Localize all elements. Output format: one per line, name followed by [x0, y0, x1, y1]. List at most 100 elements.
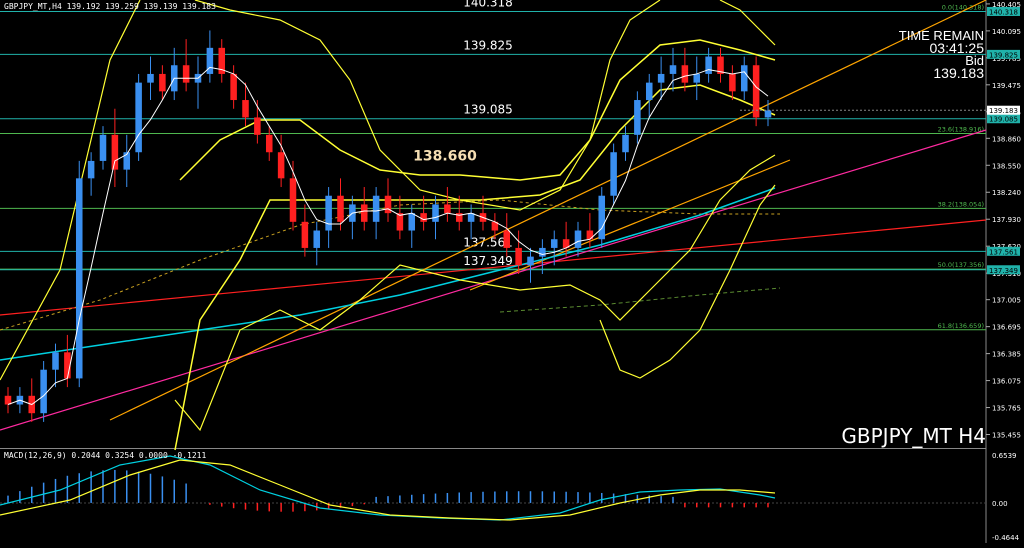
candle-body: [455, 213, 463, 222]
candle-body: [717, 56, 724, 74]
candle-body: [550, 239, 558, 248]
macd-axis-label: 0.00: [992, 500, 1008, 508]
long-ma-dashed: [499, 287, 781, 313]
bollinger-inner-upper: [179, 39, 776, 181]
price-tick-label: 140.095: [992, 28, 1021, 36]
price-level-label: 137.349: [463, 254, 513, 268]
candle-body: [634, 100, 641, 135]
candle-body: [408, 213, 416, 231]
price-tag: [987, 6, 1020, 16]
candle-body: [467, 213, 475, 222]
candle-body: [396, 213, 404, 231]
candle-body: [705, 56, 712, 74]
candle-body: [527, 256, 534, 266]
candle-body: [515, 247, 522, 266]
bollinger-outer-upper-right: [719, 0, 776, 46]
candle-body: [87, 160, 95, 179]
candle-body: [669, 65, 677, 74]
candle-body: [182, 65, 190, 83]
price-tick-label: 137.930: [992, 216, 1021, 224]
candle-body: [681, 65, 689, 83]
candle-body: [99, 134, 107, 161]
fib-level-label: 0.0(140.318): [942, 3, 984, 11]
trendline-orange-short: [469, 159, 791, 291]
candle-body: [254, 117, 261, 135]
candle-body: [420, 213, 427, 222]
candle-body: [740, 65, 748, 92]
candle-body: [40, 369, 47, 414]
bollinger-inner-lower: [174, 84, 776, 451]
price-tag-label: 139.085: [989, 116, 1018, 124]
candle-body: [123, 152, 131, 170]
candle-body: [752, 65, 760, 118]
price-tag: [987, 265, 1020, 275]
price-tag: [987, 246, 1020, 256]
price-tick-label: 140.405: [992, 1, 1021, 9]
macd-signal-line: [0, 459, 776, 521]
candle-body: [693, 73, 701, 83]
price-tag-label: 139.825: [989, 51, 1018, 59]
candle-body: [491, 221, 499, 231]
price-tick-label: 138.550: [992, 162, 1021, 170]
candle-body: [384, 195, 392, 214]
candle-body: [645, 82, 653, 101]
trendline-pink: [0, 129, 987, 431]
price-tick-label: 135.455: [992, 432, 1021, 440]
candle-body: [562, 239, 570, 248]
candle-body: [135, 82, 142, 153]
time-remain-value: 03:41:25: [929, 40, 985, 56]
candle-body: [206, 47, 214, 74]
candle-body: [337, 195, 344, 222]
candle-body: [147, 73, 154, 83]
candle-body: [111, 134, 119, 170]
candle-body: [729, 73, 736, 92]
candle-body: [539, 247, 546, 257]
price-level-label: 139.825: [463, 38, 513, 52]
macd-header: MACD(12,26,9) 0.2044 0.3254 0.0000 -0.12…: [4, 451, 207, 460]
ma-fast-line: [7, 66, 769, 406]
bollinger-outer-lower: [599, 184, 776, 379]
candle-body: [325, 195, 332, 231]
price-tag: [987, 114, 1020, 124]
candle-body: [372, 195, 380, 222]
candle-body: [277, 152, 285, 179]
fib-level-label: 50.0(137.356): [938, 261, 984, 269]
candle-body: [622, 134, 629, 153]
price-tick-label: 136.695: [992, 324, 1021, 332]
candle-body: [218, 47, 226, 74]
candle-body: [313, 230, 321, 248]
price-level-label: 140.318: [463, 0, 513, 9]
candle-body: [242, 100, 249, 118]
candle-body: [64, 352, 71, 379]
candle-body: [586, 230, 594, 240]
trendline-red: [0, 219, 987, 316]
price-tag-label: 140.318: [989, 8, 1018, 16]
candle-body: [75, 178, 83, 379]
candle-body: [574, 230, 582, 248]
candle-body: [52, 352, 59, 370]
price-tick-label: 137.005: [992, 297, 1021, 305]
price-level-label: 137.561: [463, 235, 513, 249]
chart-header: GBPJPY_MT,H4 139.192 139.259 139.139 139…: [4, 2, 216, 11]
candle-body: [764, 110, 772, 118]
price-tick-label: 139.475: [992, 82, 1021, 90]
candle-body: [159, 73, 166, 92]
ma-mid-line: [0, 187, 776, 361]
candle-body: [610, 152, 617, 196]
time-remain-label: TIME REMAIN: [898, 28, 984, 43]
bid-price-tag: [987, 105, 1020, 115]
price-tag: [987, 49, 1020, 59]
candle-body: [657, 73, 665, 83]
highlight-price-label: 138.660: [413, 149, 477, 165]
candle-body: [301, 221, 309, 248]
trendline-orange: [109, 0, 987, 421]
bollinger-upper: [0, 0, 141, 381]
fib-level-label: 61.8(136.659): [938, 322, 984, 330]
price-tick-label: 138.860: [992, 135, 1021, 143]
symbol-timeframe-label: GBPJPY_MT H4: [841, 424, 986, 448]
candle-body: [360, 204, 368, 222]
bid-value: 139.183: [933, 65, 984, 81]
price-tick-label: 135.765: [992, 405, 1021, 413]
